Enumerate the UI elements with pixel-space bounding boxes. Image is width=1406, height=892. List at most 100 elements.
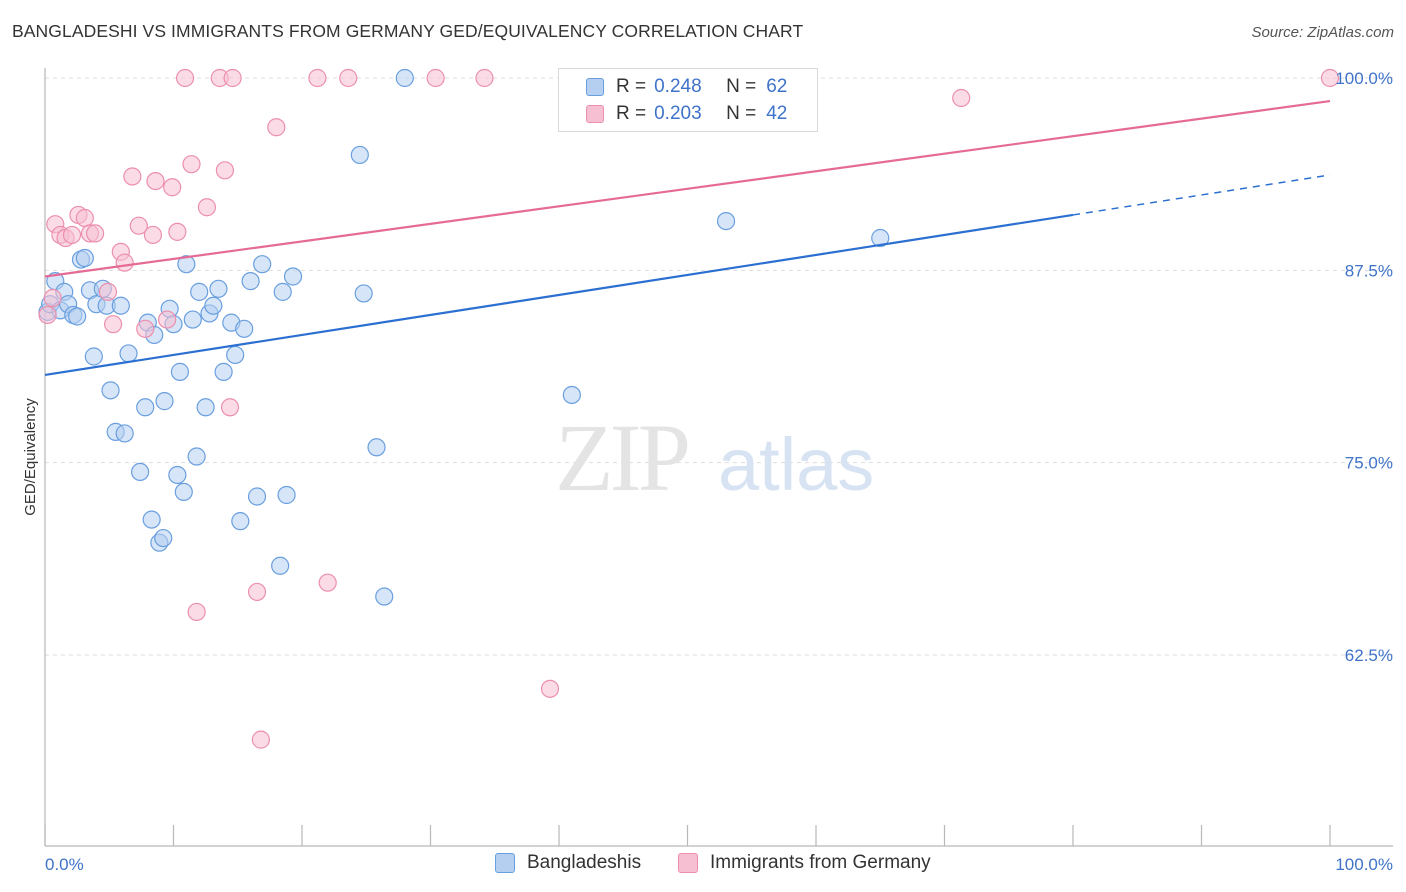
- bangladeshi-point: [84, 347, 103, 366]
- germany-point: [146, 171, 165, 191]
- stats-legend: R = 0.248 N = 62 R = 0.203 N = 42: [558, 68, 818, 132]
- bangladeshi-point: [111, 296, 130, 315]
- bangladeshi-point: [273, 282, 292, 301]
- r-label: R =: [616, 76, 647, 97]
- tick-labels: 62.5% 75.0% 87.5% 100.0% 0.0% 100.0%: [45, 69, 1393, 874]
- bangladeshi-point: [871, 228, 890, 248]
- series-immigrants-germany: [38, 68, 1340, 749]
- germany-point: [168, 222, 187, 241]
- germany-point: [223, 68, 242, 88]
- axes: [44, 68, 1393, 847]
- bangladeshi-point: [130, 462, 150, 481]
- bangladeshi-point: [277, 485, 296, 505]
- bangladeshi-point: [375, 587, 394, 606]
- legend-item-germany[interactable]: Immigrants from Germany: [678, 852, 931, 874]
- germany-point: [62, 225, 82, 245]
- bangladeshi-point: [214, 362, 233, 381]
- y-tick-label: 87.5%: [1345, 261, 1393, 280]
- bangladeshi-point: [136, 398, 155, 417]
- r-value: 0.248: [654, 76, 702, 97]
- bangladeshi-point: [235, 319, 254, 338]
- bangladeshi-point: [716, 211, 736, 231]
- x-tick-label: 0.0%: [45, 855, 84, 874]
- stats-row-germany: R = 0.203 N = 42: [586, 101, 787, 127]
- germany-point: [163, 178, 182, 197]
- legend-swatch-pink: [678, 853, 698, 873]
- bangladeshi-point: [226, 345, 245, 365]
- germany-point: [540, 679, 560, 698]
- legend-label: Bangladeshis: [527, 852, 642, 873]
- bangladeshi-point: [174, 482, 193, 502]
- n-label: N =: [726, 103, 757, 124]
- bangladeshi-point: [75, 248, 94, 268]
- germany-point: [318, 573, 337, 592]
- bangladeshi-point: [119, 344, 138, 363]
- bangladeshi-point: [283, 267, 303, 286]
- bangladeshi-point: [154, 528, 173, 548]
- germany-point: [426, 68, 445, 88]
- germany-point: [952, 88, 971, 108]
- legend-item-bangladeshis[interactable]: Bangladeshis: [495, 852, 641, 874]
- bangladeshi-point: [231, 512, 250, 531]
- trend-extension-bangladeshis: [1072, 174, 1331, 216]
- watermark-zip: ZIP: [555, 404, 688, 511]
- trend-lines: [44, 99, 1331, 377]
- bangladeshi-point: [142, 510, 161, 529]
- bangladeshi-point: [68, 307, 87, 326]
- bangladeshi-point: [183, 310, 202, 329]
- trend-line-germany: [44, 99, 1331, 278]
- germany-point: [251, 730, 270, 749]
- bangladeshi-point: [170, 362, 190, 381]
- germany-point: [1320, 68, 1340, 88]
- bangladeshi-point: [209, 279, 228, 298]
- germany-point: [75, 208, 94, 228]
- germany-point: [123, 167, 142, 186]
- germany-point: [187, 602, 206, 622]
- bangladeshi-point: [350, 145, 369, 165]
- germany-point: [157, 310, 177, 329]
- germany-point: [104, 315, 123, 334]
- legend-label: Immigrants from Germany: [710, 852, 931, 873]
- gridlines: [45, 77, 1393, 656]
- germany-point: [197, 198, 217, 217]
- germany-point: [215, 161, 234, 180]
- germany-point: [247, 582, 267, 602]
- bangladeshi-point: [190, 282, 209, 301]
- germany-point: [475, 68, 494, 88]
- source-credit: Source: ZipAtlas.com: [1251, 24, 1394, 41]
- germany-point: [38, 305, 57, 325]
- germany-point: [129, 216, 148, 235]
- trend-line-bangladeshis: [44, 213, 1074, 377]
- germany-point: [339, 68, 358, 88]
- germany-point: [43, 288, 62, 308]
- bangladeshi-point: [115, 424, 134, 443]
- bangladeshi-point: [177, 255, 196, 274]
- bangladeshi-point: [196, 398, 215, 417]
- watermark: ZIP atlas: [555, 404, 874, 511]
- germany-point: [308, 68, 327, 88]
- legend-swatch-blue: [586, 78, 604, 96]
- bangladeshi-point: [168, 465, 187, 485]
- germany-point: [136, 319, 155, 338]
- x-tick-label: 100.0%: [1335, 855, 1393, 874]
- bangladeshi-point: [271, 556, 290, 575]
- germany-point: [86, 224, 105, 243]
- germany-point: [182, 155, 201, 174]
- bangladeshi-point: [187, 447, 206, 466]
- r-label: R =: [616, 103, 647, 124]
- watermark-atlas: atlas: [718, 423, 874, 506]
- bangladeshi-point: [155, 392, 174, 411]
- bangladeshi-point: [253, 255, 272, 274]
- y-tick-label: 75.0%: [1345, 454, 1393, 473]
- y-tick-label: 100.0%: [1335, 69, 1393, 88]
- bangladeshi-point: [562, 385, 581, 405]
- germany-point: [267, 118, 286, 137]
- n-value: 62: [766, 76, 788, 97]
- germany-point: [143, 225, 163, 245]
- series-bangladeshis: [38, 68, 890, 606]
- r-value: 0.203: [654, 103, 702, 124]
- n-value: 42: [766, 103, 788, 124]
- bangladeshi-point: [395, 68, 414, 88]
- legend-swatch-pink: [586, 105, 604, 123]
- germany-point: [175, 68, 195, 88]
